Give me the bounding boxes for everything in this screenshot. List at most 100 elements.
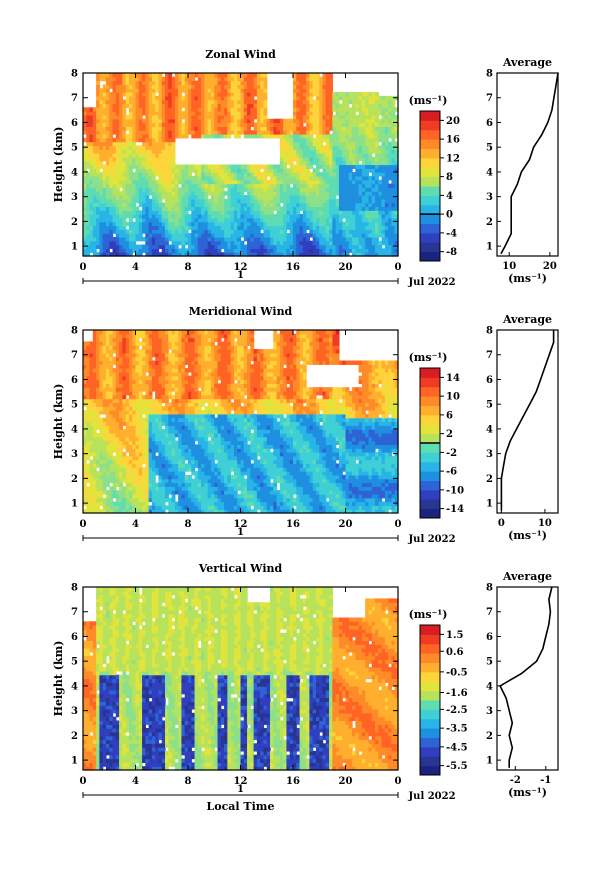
heatmap-cell (151, 153, 156, 158)
heatmap-cell (181, 130, 186, 135)
heatmap-cell (92, 160, 97, 166)
heatmap-cell (132, 114, 137, 120)
heatmap-cell (224, 229, 228, 234)
heatmap-cell (233, 229, 238, 234)
heatmap-cell (178, 248, 183, 253)
heatmap-cell (158, 107, 163, 112)
heatmap-cell (155, 168, 160, 173)
heatmap-cell (270, 229, 274, 234)
heatmap-cell (253, 198, 258, 204)
heatmap-cell (276, 191, 281, 196)
heatmap-cell (233, 126, 238, 131)
heatmap-cell (119, 191, 123, 196)
heatmap-cell (115, 175, 120, 181)
heatmap-cell (181, 183, 186, 188)
heatmap-cell (135, 252, 140, 257)
heatmap-cell (128, 149, 133, 154)
heatmap-cell (253, 175, 258, 181)
heatmap-cell (184, 198, 189, 204)
heatmap-cell (201, 114, 206, 120)
heatmap-cell (286, 248, 291, 253)
heatmap-cell (204, 88, 209, 93)
heatmap-cell (384, 137, 389, 143)
heatmap-cell (174, 195, 179, 200)
heatmap-cell (142, 122, 146, 127)
heatmap-cell (253, 179, 258, 185)
heatmap-cell (207, 118, 212, 124)
heatmap-cell (165, 248, 169, 253)
heatmap-cell (151, 221, 156, 227)
heatmap-cell (217, 111, 222, 116)
heatmap-cell (145, 153, 150, 158)
heatmap-cell (151, 84, 156, 89)
heatmap-cell (243, 175, 248, 181)
heatmap-cell (243, 99, 248, 105)
heatmap-cell (151, 156, 156, 162)
heatmap-cell (122, 107, 127, 112)
heatmap-cell (243, 225, 248, 230)
heatmap-cell (128, 248, 133, 253)
heatmap-cell (122, 99, 127, 105)
heatmap-cell (260, 118, 265, 124)
heatmap-cell (250, 122, 255, 127)
heatmap-cell (240, 183, 245, 188)
heatmap-cell (109, 111, 114, 116)
heatmap-cell (263, 217, 268, 223)
heatmap-cell (299, 183, 304, 188)
heatmap-cell (148, 141, 153, 147)
heatmap-cell (151, 95, 156, 101)
heatmap-cell (260, 198, 265, 204)
heatmap-cell (270, 134, 274, 139)
heatmap-cell (289, 240, 294, 246)
heatmap-cell (86, 164, 91, 169)
heatmap-cell (119, 99, 123, 105)
heatmap-cell (148, 236, 153, 242)
heatmap-cell (204, 244, 209, 249)
heatmap-cell (188, 191, 192, 196)
heatmap-cell (306, 240, 311, 246)
heatmap-cell (125, 122, 130, 127)
heatmap-cell (263, 183, 268, 188)
heatmap-cell (128, 221, 133, 227)
heatmap-cell (148, 122, 153, 127)
heatmap-cell (102, 107, 107, 112)
heatmap-cell (105, 191, 110, 196)
heatmap-cell (263, 88, 268, 93)
heatmap-cell (148, 107, 153, 112)
heatmap-cell (250, 236, 255, 242)
heatmap-cell (151, 107, 156, 112)
heatmap-cell (214, 244, 219, 249)
heatmap-cell (204, 76, 209, 82)
heatmap-cell (191, 195, 196, 200)
heatmap-cell (171, 95, 176, 101)
heatmap-cell (256, 195, 261, 200)
heatmap-cell (227, 217, 232, 223)
heatmap-cell (260, 92, 265, 97)
heatmap-cell (207, 214, 212, 219)
heatmap-cell (283, 183, 288, 188)
heatmap-cell (220, 134, 225, 139)
heatmap-cell (174, 206, 179, 211)
heatmap-cell (178, 221, 183, 227)
heatmap-cell (266, 118, 271, 124)
heatmap-cell (217, 229, 222, 234)
heatmap-cell (151, 134, 156, 139)
heatmap-cell (125, 248, 130, 253)
heatmap-cell (263, 229, 268, 234)
heatmap-cell (148, 240, 153, 246)
heatmap-cell (125, 179, 130, 185)
heatmap-cell (112, 191, 117, 196)
heatmap-cell (132, 107, 137, 112)
heatmap-cell (250, 225, 255, 230)
heatmap-cell (240, 84, 245, 89)
heatmap-cell (125, 175, 130, 181)
heatmap-cell (283, 198, 288, 204)
heatmap-cell (151, 145, 156, 150)
heatmap-cell (181, 76, 186, 82)
heatmap-cell (201, 183, 206, 188)
heatmap-cell (138, 179, 143, 185)
heatmap-cell (171, 191, 176, 196)
heatmap-cell (148, 103, 153, 108)
heatmap-cell (256, 198, 261, 204)
heatmap-cell (207, 103, 212, 108)
